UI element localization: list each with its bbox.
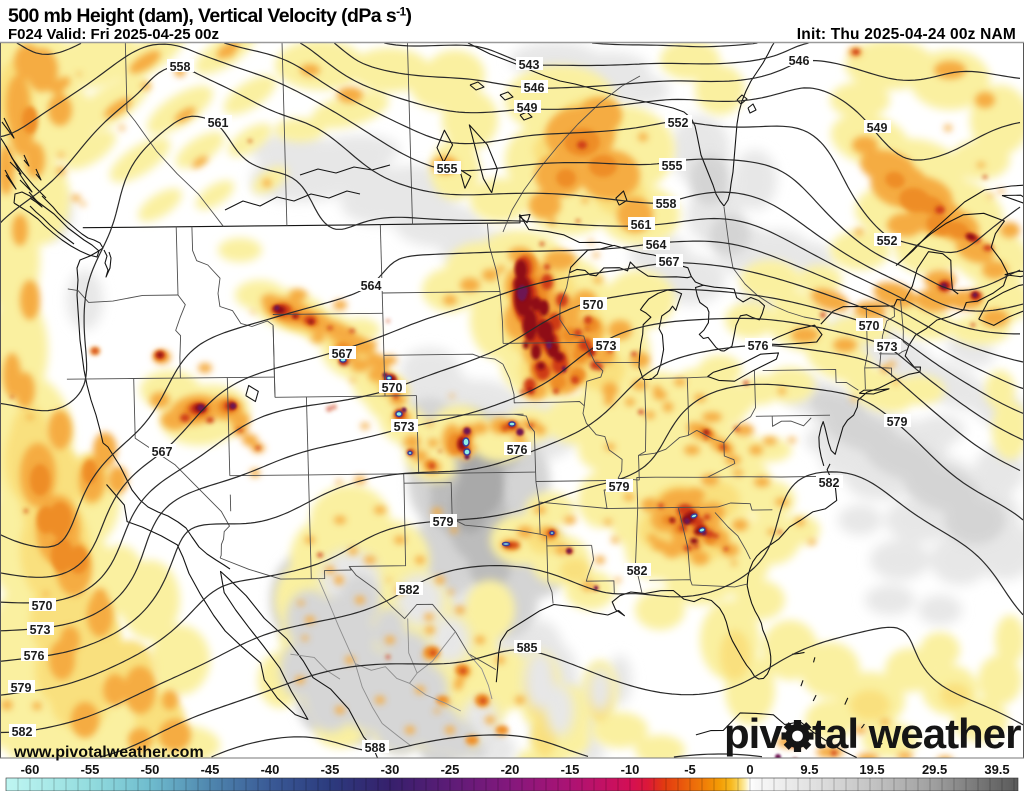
svg-text:579: 579 xyxy=(433,515,454,529)
svg-text:-20: -20 xyxy=(501,762,520,777)
svg-text:543: 543 xyxy=(519,58,540,72)
svg-text:570: 570 xyxy=(382,381,403,395)
svg-text:500 mb Height (dam), Vertical: 500 mb Height (dam), Vertical Velocity (… xyxy=(8,5,412,28)
svg-text:-15: -15 xyxy=(561,762,580,777)
svg-text:555: 555 xyxy=(437,162,458,176)
svg-text:-40: -40 xyxy=(261,762,280,777)
svg-text:567: 567 xyxy=(152,445,173,459)
svg-text:561: 561 xyxy=(631,218,652,232)
svg-text:561: 561 xyxy=(208,116,229,130)
svg-text:558: 558 xyxy=(656,197,677,211)
svg-text:546: 546 xyxy=(524,81,545,95)
svg-text:567: 567 xyxy=(332,347,353,361)
svg-text:582: 582 xyxy=(627,564,648,578)
svg-text:-10: -10 xyxy=(621,762,640,777)
svg-text:588: 588 xyxy=(365,741,386,755)
svg-text:579: 579 xyxy=(609,480,630,494)
svg-text:579: 579 xyxy=(11,681,32,695)
svg-text:piv: piv xyxy=(724,710,783,757)
svg-text:-60: -60 xyxy=(21,762,40,777)
svg-text:39.5: 39.5 xyxy=(984,762,1009,777)
svg-text:585: 585 xyxy=(517,641,538,655)
svg-text:-30: -30 xyxy=(381,762,400,777)
svg-text:549: 549 xyxy=(867,121,888,135)
svg-text:576: 576 xyxy=(507,443,528,457)
svg-text:573: 573 xyxy=(596,339,617,353)
svg-text:-45: -45 xyxy=(201,762,220,777)
svg-text:558: 558 xyxy=(170,60,191,74)
svg-text:www.pivotalweather.com: www.pivotalweather.com xyxy=(13,744,204,761)
svg-text:19.5: 19.5 xyxy=(859,762,884,777)
svg-text:576: 576 xyxy=(24,649,45,663)
svg-text:564: 564 xyxy=(361,279,382,293)
svg-text:-55: -55 xyxy=(81,762,100,777)
svg-text:573: 573 xyxy=(877,340,898,354)
svg-text:576: 576 xyxy=(748,339,769,353)
svg-text:F024 Valid: Fri 2025-04-25 00z: F024 Valid: Fri 2025-04-25 00z xyxy=(8,26,219,43)
svg-text:549: 549 xyxy=(517,101,538,115)
svg-text:582: 582 xyxy=(12,725,33,739)
svg-text:Init: Thu 2025-04-24 00z NAM: Init: Thu 2025-04-24 00z NAM xyxy=(797,26,1016,43)
svg-text:tal weather: tal weather xyxy=(812,710,1021,757)
svg-text:582: 582 xyxy=(819,476,840,490)
svg-text:-25: -25 xyxy=(441,762,460,777)
svg-text:570: 570 xyxy=(583,298,604,312)
svg-text:573: 573 xyxy=(30,623,51,637)
svg-text:29.5: 29.5 xyxy=(922,762,947,777)
svg-text:9.5: 9.5 xyxy=(800,762,818,777)
svg-text:582: 582 xyxy=(399,583,420,597)
svg-text:570: 570 xyxy=(32,599,53,613)
svg-text:546: 546 xyxy=(789,54,810,68)
svg-text:579: 579 xyxy=(887,415,908,429)
svg-text:552: 552 xyxy=(668,116,689,130)
svg-text:-50: -50 xyxy=(141,762,160,777)
svg-text:552: 552 xyxy=(877,234,898,248)
svg-text:573: 573 xyxy=(394,420,415,434)
svg-text:564: 564 xyxy=(646,238,667,252)
svg-text:555: 555 xyxy=(662,159,683,173)
svg-text:567: 567 xyxy=(659,255,680,269)
svg-text:570: 570 xyxy=(859,319,880,333)
svg-text:-5: -5 xyxy=(684,762,696,777)
svg-text:-35: -35 xyxy=(321,762,340,777)
svg-text:0: 0 xyxy=(746,762,753,777)
